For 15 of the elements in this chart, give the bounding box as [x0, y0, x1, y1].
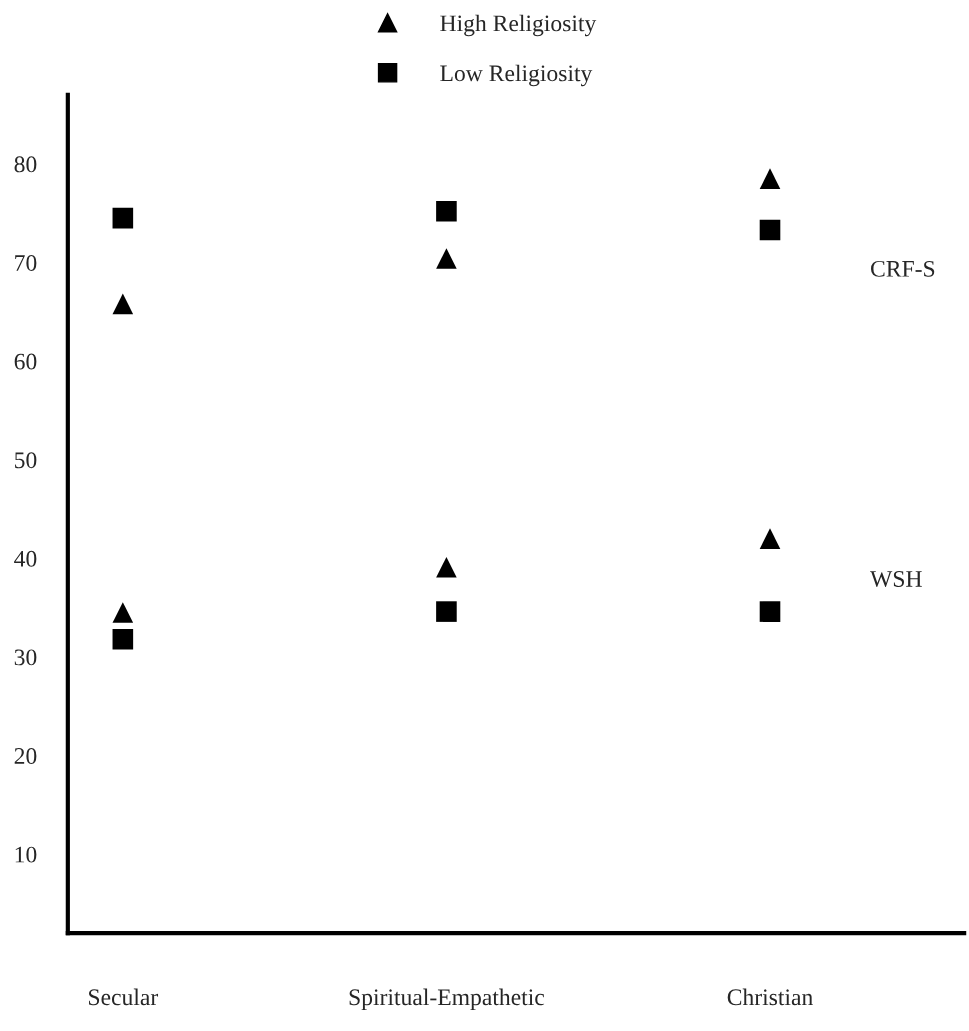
y-tick-label: 60 [14, 353, 37, 370]
y-tick-label: 70 [15, 254, 37, 271]
x-tick-label: Christian [727, 988, 813, 1006]
y-tick-label: 10 [15, 846, 37, 863]
y-tick-label: 50 [15, 452, 37, 469]
y-tick-label: 80 [14, 156, 37, 173]
x-tick-label: Secular [89, 988, 159, 1006]
x-tick-label: Spiritual-Empathetic [349, 988, 545, 1011]
legend-label: High Religiosity [440, 14, 597, 37]
annotation: CRF-S [871, 260, 935, 277]
legend-label: Low Religiosity [440, 64, 593, 87]
y-tick-label: 40 [14, 550, 37, 567]
y-tick-label: 30 [14, 649, 37, 666]
annotation: WSH [870, 571, 922, 588]
y-tick-label: 20 [14, 748, 37, 764]
